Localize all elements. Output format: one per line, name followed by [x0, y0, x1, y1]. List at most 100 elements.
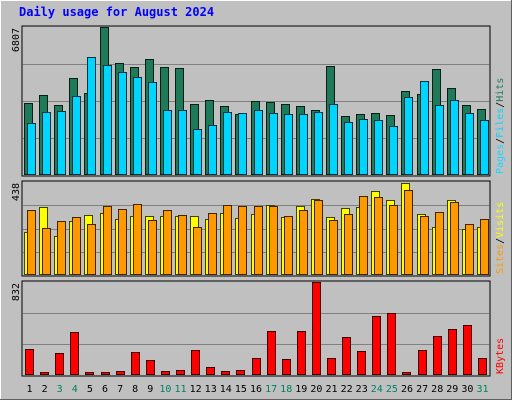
- bar-kbytes-day-4: KBytes 4: 388: [70, 332, 79, 375]
- bar-kbytes-day-18: KBytes 18: 139: [282, 359, 291, 375]
- legend-entry: Hits: [495, 78, 506, 102]
- legend: Pages/Files/Hits: [495, 78, 506, 174]
- bar-files-day-8: Files 8: 4529: [133, 77, 142, 175]
- bar-files-day-6: Files 6: 5039: [103, 65, 112, 175]
- bar-files-day-25: Files 25: 2270: [389, 126, 398, 175]
- bar-files-day-28: Files 28: 3212: [435, 105, 444, 175]
- bar-sites-day-1: Sites 1: 304: [27, 210, 36, 275]
- legend-entry: Pages: [495, 144, 506, 174]
- x-tick-label: 19: [295, 384, 307, 395]
- x-axis-labels: 1 2 3 4 5 6 7 8 9 10 11 12 13 14 15 16 17 18 19 20 21 22 23 24 2…: [26, 384, 488, 395]
- x-tick-label: 25: [386, 384, 398, 395]
- y-max-label: 832: [11, 283, 22, 301]
- bar-kbytes-day-29: KBytes 29: 413: [448, 329, 457, 375]
- bar-files-day-11: Files 11: 2967: [178, 110, 187, 175]
- x-tick-label: 9: [147, 384, 153, 395]
- bar-sites-day-22: Sites 22: 286: [344, 214, 353, 275]
- chart-title: Daily usage for August 2024: [19, 5, 214, 19]
- legend-separator: /: [495, 102, 506, 108]
- x-tick-label: 18: [280, 384, 292, 395]
- legend-entry: KBytes: [495, 338, 506, 374]
- x-tick-label: 1: [26, 384, 32, 395]
- bar-files-day-15: Files 15: 2848: [238, 113, 247, 175]
- x-tick-label: 13: [205, 384, 217, 395]
- bar-sites-day-29: Sites 29: 346: [450, 202, 459, 275]
- bar-sites-day-18: Sites 18: 278: [284, 216, 293, 275]
- bar-files-day-14: Files 14: 2919: [223, 112, 232, 175]
- bar-kbytes-day-21: KBytes 21: 149: [327, 358, 336, 375]
- bar-kbytes-day-23: KBytes 23: 215: [357, 351, 366, 375]
- x-tick-label: 29: [446, 384, 458, 395]
- bar-kbytes-day-12: KBytes 12: 225: [191, 350, 200, 375]
- bar-files-day-30: Files 30: 2859: [465, 113, 474, 175]
- bar-files-day-12: Files 12: 2107: [193, 129, 202, 175]
- bar-files-day-7: Files 7: 4730: [118, 72, 127, 175]
- x-tick-label: 27: [416, 384, 428, 395]
- bar-sites-day-2: Sites 2: 220: [42, 228, 51, 275]
- bar-sites-day-30: Sites 30: 242: [465, 224, 474, 275]
- x-tick-label: 30: [461, 384, 473, 395]
- bar-kbytes-day-28: KBytes 28: 349: [433, 336, 442, 375]
- x-tick-label: 15: [235, 384, 247, 395]
- x-tick-label: 22: [341, 384, 353, 395]
- bar-kbytes-day-14: KBytes 14: 36: [221, 371, 230, 375]
- legend: KBytes: [495, 338, 506, 374]
- bar-kbytes-day-6: KBytes 6: 29: [101, 372, 110, 375]
- bar-sites-day-7: Sites 7: 310: [118, 209, 127, 275]
- bar-sites-day-9: Sites 9: 261: [148, 220, 157, 275]
- bar-sites-day-10: Sites 10: 306: [163, 210, 172, 275]
- bar-files-day-23: Files 23: 2597: [359, 119, 368, 175]
- bar-files-day-10: Files 10: 2986: [163, 110, 172, 175]
- bar-sites-day-17: Sites 17: 326: [269, 206, 278, 275]
- bar-kbytes-day-2: KBytes 2: 31: [40, 372, 49, 375]
- bar-kbytes-day-10: KBytes 10: 38: [161, 371, 170, 375]
- bar-sites-day-28: Sites 28: 296: [435, 212, 444, 275]
- legend-separator: /: [495, 238, 506, 244]
- x-tick-label: 23: [356, 384, 368, 395]
- x-tick-label: 3: [57, 384, 63, 395]
- bar-kbytes-day-20: KBytes 20: 832: [312, 282, 321, 375]
- bar-kbytes-day-26: KBytes 26: 28: [402, 372, 411, 375]
- legend: Sites/Visits: [495, 202, 506, 274]
- y-max-label: 6807: [11, 28, 22, 52]
- bar-files-day-13: Files 13: 2306: [208, 125, 217, 175]
- bar-files-day-9: Files 9: 4296: [148, 82, 157, 175]
- bar-files-day-20: Files 20: 2904: [314, 112, 323, 175]
- bar-sites-day-27: Sites 27: 276: [420, 216, 429, 275]
- bar-sites-day-11: Sites 11: 282: [178, 215, 187, 275]
- x-tick-label: 11: [174, 384, 186, 395]
- bar-kbytes-day-22: KBytes 22: 338: [342, 337, 351, 375]
- bar-sites-day-3: Sites 3: 256: [57, 221, 66, 275]
- x-tick-label: 21: [325, 384, 337, 395]
- bar-kbytes-day-8: KBytes 8: 210: [131, 352, 140, 375]
- bar-kbytes-day-13: KBytes 13: 71: [206, 367, 215, 375]
- bar-kbytes-day-17: KBytes 17: 390: [267, 331, 276, 375]
- bar-kbytes-day-27: KBytes 27: 220: [418, 350, 427, 375]
- bar-sites-day-13: Sites 13: 294: [208, 213, 217, 275]
- bar-files-day-16: Files 16: 3000: [254, 110, 263, 175]
- x-tick-label: 12: [190, 384, 202, 395]
- x-tick-label: 17: [265, 384, 277, 395]
- series-files: Files 1: 2378 Files 2: 2902 Files 3: 2964 F…: [27, 57, 489, 175]
- bar-sites-day-31: Sites 31: 264: [480, 219, 489, 275]
- bar-sites-day-16: Sites 16: 323: [254, 206, 263, 275]
- bar-sites-day-12: Sites 12: 226: [193, 227, 202, 275]
- bar-sites-day-21: Sites 21: 259: [329, 220, 338, 275]
- bar-files-day-2: Files 2: 2902: [42, 112, 51, 175]
- legend-entry: Visits: [495, 202, 506, 238]
- bar-sites-day-5: Sites 5: 240: [87, 224, 96, 275]
- bar-files-day-29: Files 29: 3441: [450, 100, 459, 175]
- bar-kbytes-day-3: KBytes 3: 198: [55, 353, 64, 375]
- x-tick-label: 26: [401, 384, 413, 395]
- bar-files-day-5: Files 5: 5444: [87, 57, 96, 175]
- bar-kbytes-day-15: KBytes 15: 44: [236, 370, 245, 375]
- bar-files-day-4: Files 4: 3636: [72, 96, 81, 175]
- bar-sites-day-26: Sites 26: 402: [404, 190, 413, 275]
- bar-sites-day-19: Sites 19: 306: [299, 210, 308, 275]
- x-tick-label: 10: [159, 384, 171, 395]
- panel-kbytes: 832KBytesKBytes 1: 230KBytes 2: 31KBytes…: [11, 280, 506, 377]
- bar-files-day-21: Files 21: 3250: [329, 104, 338, 175]
- bar-kbytes-day-16: KBytes 16: 154: [252, 358, 261, 375]
